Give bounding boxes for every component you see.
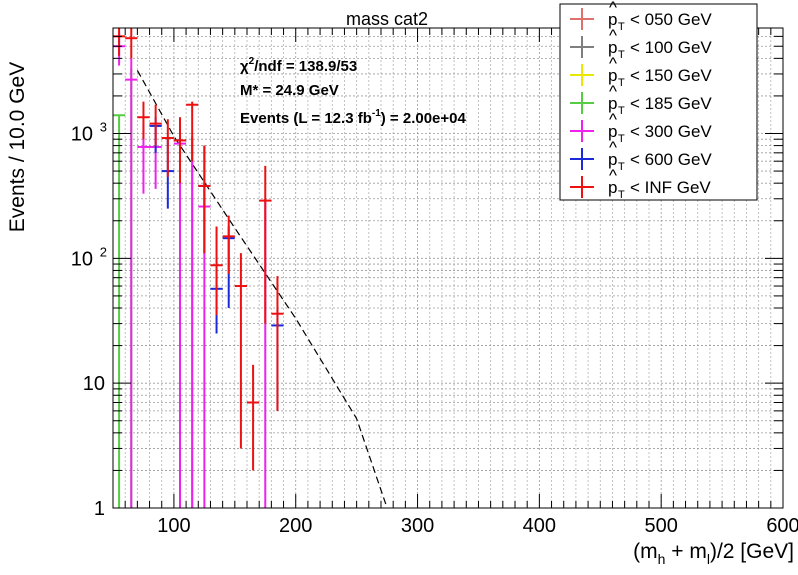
mstar-annotation: M* = 24.9 GeV bbox=[240, 82, 339, 99]
x-tick-label: 200 bbox=[279, 515, 312, 537]
data-point bbox=[186, 101, 199, 162]
fit-curve bbox=[136, 70, 388, 509]
x-tick-label: 500 bbox=[644, 515, 677, 537]
legend-t-subscript: T bbox=[618, 105, 625, 117]
data-points-group bbox=[113, 28, 284, 508]
legend-t-subscript: T bbox=[618, 49, 625, 61]
data-point bbox=[173, 117, 187, 184]
legend-t-subscript: T bbox=[618, 133, 625, 145]
legend-hat-symbol: ^ bbox=[609, 0, 617, 17]
legend-pt-symbol: p bbox=[608, 10, 617, 29]
plot-grid bbox=[113, 28, 783, 508]
plot-frame bbox=[112, 27, 784, 509]
legend-pt-symbol: p bbox=[608, 122, 617, 141]
data-point bbox=[173, 128, 187, 508]
x-label-part-3: )/2 [GeV] bbox=[710, 540, 794, 563]
chi2-superscript: 2 bbox=[249, 56, 255, 67]
x-label-part-2: + m bbox=[665, 540, 706, 563]
x-label-sub-h: h bbox=[658, 551, 666, 567]
legend-t-subscript: T bbox=[618, 21, 625, 33]
data-point bbox=[210, 226, 223, 316]
x-tick-label: 300 bbox=[401, 515, 434, 537]
chi2-symbol: χ bbox=[240, 58, 249, 75]
data-point bbox=[234, 253, 247, 449]
x-tick-label: 100 bbox=[157, 515, 190, 537]
legend-label: < 050 GeV bbox=[630, 10, 712, 29]
events-suffix: ) = 2.00e+04 bbox=[381, 110, 467, 127]
events-prefix: Events (L = 12.3 fb bbox=[240, 110, 372, 127]
legend-label: < 185 GeV bbox=[630, 94, 712, 113]
data-point bbox=[271, 276, 284, 411]
data-point bbox=[259, 165, 272, 324]
legend-hat-symbol: ^ bbox=[609, 138, 617, 157]
y-tick-label: 10 bbox=[83, 373, 105, 395]
data-point bbox=[222, 215, 235, 274]
legend-pt-symbol: p bbox=[608, 94, 617, 113]
data-point bbox=[125, 28, 138, 59]
data-point bbox=[161, 119, 174, 177]
x-label-part-1: (m bbox=[633, 540, 658, 563]
data-point bbox=[149, 104, 162, 146]
x-tick-label: 400 bbox=[523, 515, 556, 537]
data-point bbox=[198, 145, 211, 254]
y-tick-label: 1 bbox=[94, 498, 105, 520]
chi2-value: /ndf = 138.9/53 bbox=[254, 58, 357, 75]
legend-hat-symbol: ^ bbox=[609, 54, 617, 73]
legend-pt-symbol: p bbox=[608, 66, 617, 85]
y-tick-label: 10 bbox=[71, 123, 93, 145]
x-label-sub-l: l bbox=[707, 551, 710, 567]
chi2-annotation: χ2/ndf = 138.9/53 bbox=[240, 56, 357, 75]
y-tick-exponent: 3 bbox=[100, 119, 107, 134]
axis-ticks: 100 200 300 400 500 600 1 10 10 2 10 3 bbox=[71, 27, 798, 537]
legend-t-subscript: T bbox=[618, 189, 625, 201]
legend-pt-symbol: p bbox=[608, 178, 617, 197]
legend-hat-symbol: ^ bbox=[609, 82, 617, 101]
data-point bbox=[137, 101, 150, 140]
events-annotation: Events (L = 12.3 fb-1) = 2.00e+04 bbox=[240, 108, 466, 127]
x-axis-label: (mh + ml)/2 [GeV] bbox=[633, 540, 794, 567]
x-tick-label: 600 bbox=[766, 515, 798, 537]
legend-label: < 100 GeV bbox=[630, 38, 712, 57]
legend-hat-symbol: ^ bbox=[609, 166, 617, 185]
legend-hat-symbol: ^ bbox=[609, 110, 617, 129]
legend-pt-symbol: p bbox=[608, 38, 617, 57]
data-point bbox=[125, 58, 138, 508]
legend-pt-symbol: p bbox=[608, 150, 617, 169]
legend-label: < 600 GeV bbox=[630, 150, 712, 169]
y-axis-label: Events / 10.0 GeV bbox=[6, 62, 29, 232]
events-superscript: -1 bbox=[372, 108, 381, 119]
y-tick-exponent: 2 bbox=[100, 244, 107, 259]
data-point bbox=[247, 364, 260, 471]
fit-curve-group bbox=[136, 70, 388, 509]
chart-title: mass cat2 bbox=[346, 9, 428, 29]
y-tick-label: 10 bbox=[71, 248, 93, 270]
legend-label: < 300 GeV bbox=[630, 122, 712, 141]
legend-hat-symbol: ^ bbox=[609, 26, 617, 45]
legend-t-subscript: T bbox=[618, 161, 625, 173]
legend-label: < INF GeV bbox=[630, 178, 711, 197]
legend-t-subscript: T bbox=[618, 77, 625, 89]
legend-label: < 150 GeV bbox=[630, 66, 712, 85]
data-point bbox=[113, 114, 126, 508]
data-point bbox=[113, 28, 126, 56]
